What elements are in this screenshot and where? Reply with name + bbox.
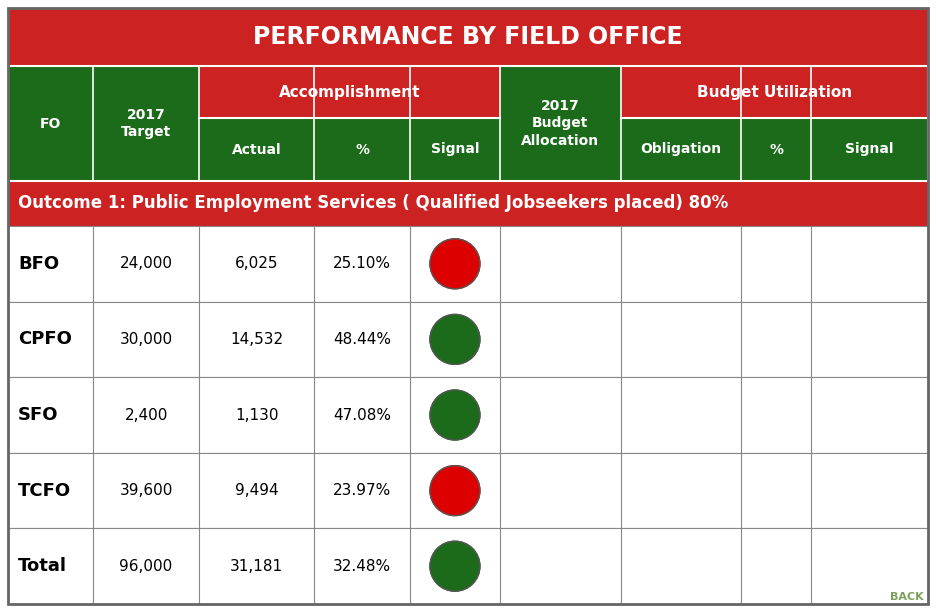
FancyBboxPatch shape xyxy=(621,66,928,118)
Text: Obligation: Obligation xyxy=(640,143,722,157)
Text: Signal: Signal xyxy=(431,143,479,157)
Text: Outcome 1: Public Employment Services ( Qualified Jobseekers placed) 80%: Outcome 1: Public Employment Services ( … xyxy=(18,195,728,212)
Text: TCFO: TCFO xyxy=(18,482,71,499)
FancyBboxPatch shape xyxy=(8,181,928,226)
Text: 24,000: 24,000 xyxy=(120,256,172,271)
Text: Actual: Actual xyxy=(232,143,282,157)
FancyBboxPatch shape xyxy=(8,66,928,181)
Circle shape xyxy=(430,466,480,515)
Text: 31,181: 31,181 xyxy=(230,559,284,573)
FancyBboxPatch shape xyxy=(8,453,928,528)
Text: 14,532: 14,532 xyxy=(230,332,284,347)
FancyBboxPatch shape xyxy=(8,8,928,66)
Text: 2,400: 2,400 xyxy=(124,408,168,422)
Text: BACK: BACK xyxy=(890,592,924,602)
Text: BFO: BFO xyxy=(18,255,59,273)
Text: 23.97%: 23.97% xyxy=(333,483,391,498)
FancyBboxPatch shape xyxy=(8,302,928,377)
Circle shape xyxy=(430,390,480,440)
Text: 39,600: 39,600 xyxy=(120,483,173,498)
Circle shape xyxy=(430,239,480,289)
Text: %: % xyxy=(355,143,369,157)
Text: 2017
Budget
Allocation: 2017 Budget Allocation xyxy=(521,99,599,148)
Text: FO: FO xyxy=(40,116,62,130)
Text: Budget Utilization: Budget Utilization xyxy=(696,84,852,100)
Text: 32.48%: 32.48% xyxy=(333,559,391,573)
Text: 2017
Target: 2017 Target xyxy=(121,108,171,139)
Text: 25.10%: 25.10% xyxy=(333,256,391,271)
Text: Accomplishment: Accomplishment xyxy=(279,84,420,100)
Text: 47.08%: 47.08% xyxy=(333,408,391,422)
Text: 6,025: 6,025 xyxy=(235,256,278,271)
FancyBboxPatch shape xyxy=(8,377,928,453)
Text: 96,000: 96,000 xyxy=(120,559,173,573)
Text: 9,494: 9,494 xyxy=(235,483,278,498)
Text: CPFO: CPFO xyxy=(18,330,72,348)
Text: SFO: SFO xyxy=(18,406,58,424)
Text: PERFORMANCE BY FIELD OFFICE: PERFORMANCE BY FIELD OFFICE xyxy=(253,25,683,49)
Text: %: % xyxy=(769,143,783,157)
Text: 48.44%: 48.44% xyxy=(333,332,391,347)
Text: Signal: Signal xyxy=(845,143,894,157)
FancyBboxPatch shape xyxy=(8,528,928,604)
FancyBboxPatch shape xyxy=(8,226,928,302)
Text: 1,130: 1,130 xyxy=(235,408,278,422)
Circle shape xyxy=(430,315,480,364)
Circle shape xyxy=(430,541,480,591)
Text: Total: Total xyxy=(18,557,67,575)
FancyBboxPatch shape xyxy=(198,66,500,118)
Text: 30,000: 30,000 xyxy=(120,332,172,347)
